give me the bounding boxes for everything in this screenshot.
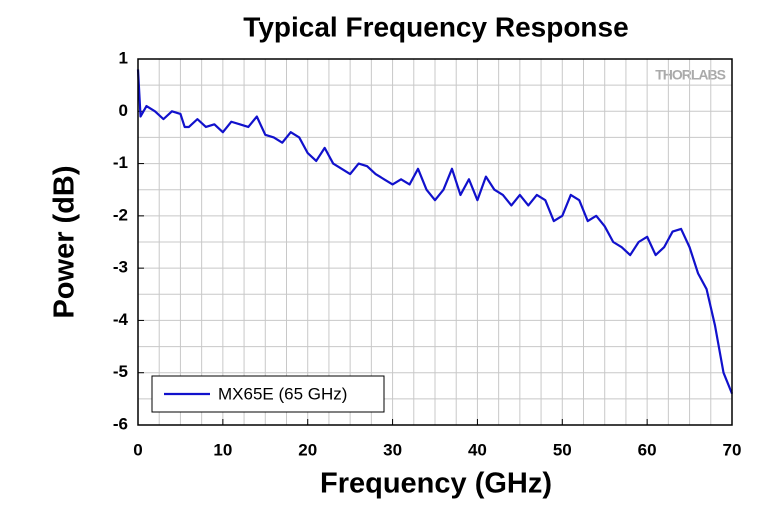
y-tick-label: -1 <box>113 153 128 172</box>
y-tick-label: -2 <box>113 205 128 224</box>
watermark: THORLABS <box>655 67 725 83</box>
y-tick-label: -3 <box>113 258 128 277</box>
x-tick-label: 70 <box>723 440 742 459</box>
x-tick-label: 0 <box>133 440 142 459</box>
x-tick-label: 50 <box>553 440 572 459</box>
y-tick-label: -5 <box>113 362 128 381</box>
x-tick-label: 10 <box>213 440 232 459</box>
y-tick-label: -6 <box>113 414 128 433</box>
plot-frame <box>137 58 733 426</box>
data-line <box>136 69 734 395</box>
x-tick-label: 30 <box>383 440 402 459</box>
x-tick-label: 40 <box>468 440 487 459</box>
legend-label: MX65E (65 GHz) <box>218 384 347 403</box>
x-tick-label: 20 <box>298 440 317 459</box>
chart-title: Typical Frequency Response <box>243 11 628 42</box>
y-axis-label: Power (dB) <box>49 165 81 318</box>
y-tick-label: 1 <box>119 48 128 67</box>
x-axis-label: Frequency (GHz) <box>320 468 552 500</box>
y-tick-label: -4 <box>113 310 129 329</box>
x-tick-label: 60 <box>638 440 657 459</box>
y-tick-label: 0 <box>119 101 128 120</box>
